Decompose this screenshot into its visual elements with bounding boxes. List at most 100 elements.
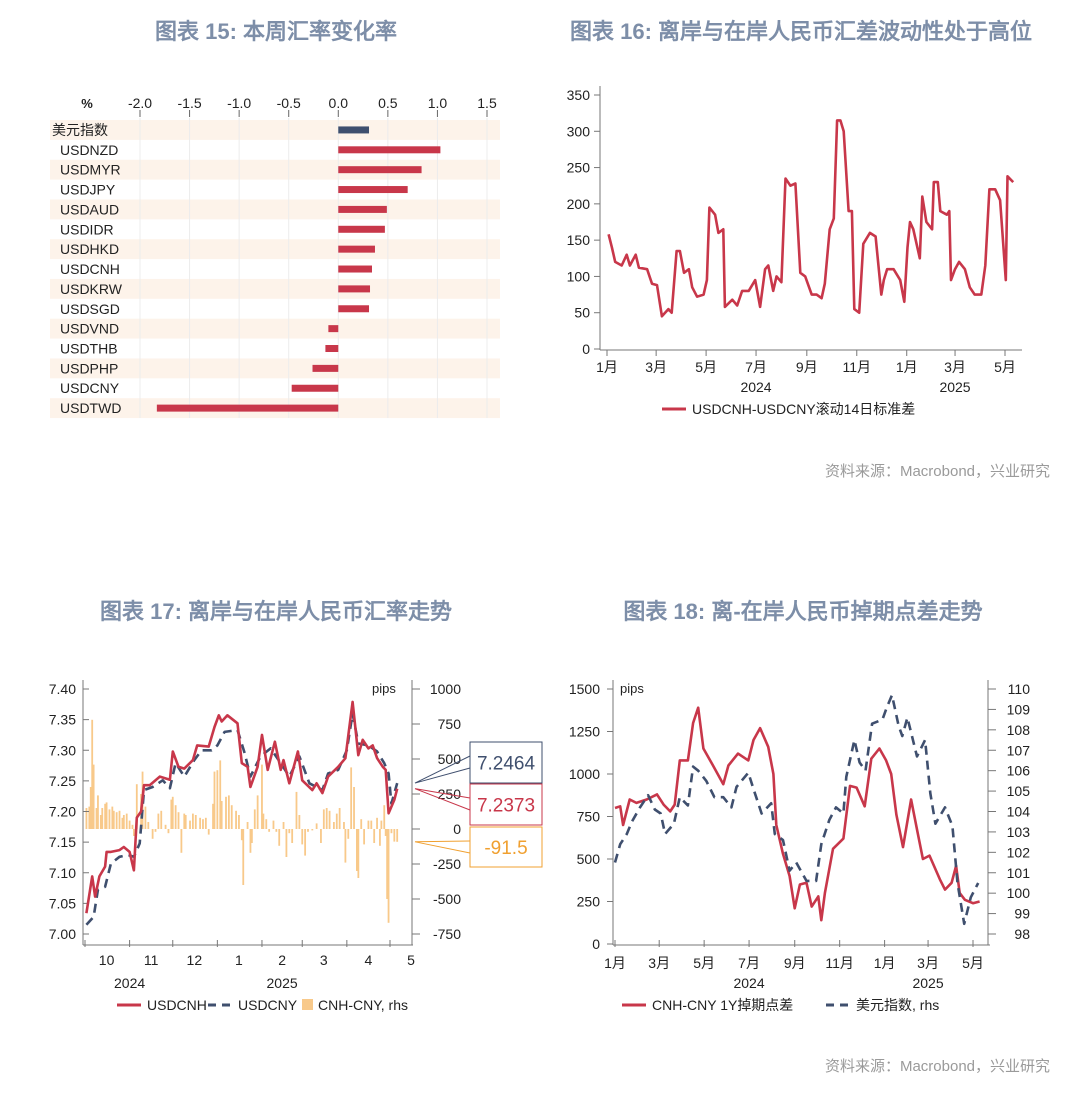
bar-cnh-cny xyxy=(128,820,131,829)
bar-cnh-cny xyxy=(357,829,360,878)
bar-cnh-cny xyxy=(118,810,121,829)
x-tick-label: 12 xyxy=(187,952,203,968)
bar-cnh-cny xyxy=(387,829,390,923)
bar-cnh-cny xyxy=(105,802,108,829)
category-label: USDTHB xyxy=(60,341,118,357)
category-label: 美元指数 xyxy=(52,122,108,138)
y-unit-label: pips xyxy=(620,681,644,696)
bar-cnh-cny xyxy=(275,829,278,832)
bar-cnh-cny xyxy=(212,803,214,829)
y-tick-label: 250 xyxy=(567,160,591,176)
year-label: 2025 xyxy=(912,975,943,991)
callout-box xyxy=(469,826,543,868)
y-tick-label: 7.15 xyxy=(49,834,76,850)
callout-value: -91.5 xyxy=(484,838,527,859)
bar-usdhkd xyxy=(338,245,375,253)
x-tick-label: 5月 xyxy=(693,955,715,971)
callout-value: 7.2464 xyxy=(477,754,536,775)
bar-cnh-cny xyxy=(347,829,350,839)
bar-cnh-cny xyxy=(151,829,154,839)
y-tick-label: 7.40 xyxy=(49,681,76,697)
bar-cnh-cny xyxy=(315,823,318,829)
bar-cnh-cny xyxy=(396,829,399,842)
bar-cnh-cny xyxy=(246,822,249,829)
y2-tick-label: 109 xyxy=(1007,701,1031,717)
bar-cnh-cny xyxy=(121,817,124,829)
bar-cnh-cny xyxy=(230,805,233,829)
callout-pointer xyxy=(414,840,471,854)
series-usdcnh-usdcny-std xyxy=(607,119,1015,318)
x-tick-label: 1月 xyxy=(874,955,896,971)
y-tick-label: 150 xyxy=(567,232,591,248)
x-tick-label: 4 xyxy=(365,952,373,968)
y-tick-label: 50 xyxy=(574,305,590,321)
bar-usdmyr xyxy=(338,166,422,174)
bar-cnh-cny xyxy=(227,795,230,829)
category-label: USDCNY xyxy=(60,380,120,396)
x-tick-label: 1 xyxy=(235,952,243,968)
bar-cnh-cny xyxy=(85,808,88,829)
x-tick-label: 10 xyxy=(99,952,115,968)
bar-cnh-cny xyxy=(278,829,281,846)
bar-cnh-cny xyxy=(213,771,216,829)
x-tick-label: 9月 xyxy=(784,955,806,971)
x-tick-label: -1.0 xyxy=(227,95,251,111)
legend-cnh-cny-swatch xyxy=(302,999,313,1010)
bar-cnh-cny xyxy=(367,820,370,829)
bar-cnh-cny xyxy=(328,810,331,829)
bar-cnh-cny xyxy=(335,813,338,829)
bar-cnh-cny xyxy=(238,815,240,829)
bar-cnh-cny xyxy=(272,820,275,829)
y-tick-label: 300 xyxy=(567,123,591,139)
bar-usdcny xyxy=(291,384,339,392)
bar-usdvnd xyxy=(328,325,339,333)
callout-box xyxy=(469,783,543,826)
callout-box xyxy=(469,741,543,784)
x-tick-label: -2.0 xyxy=(128,95,152,111)
chart16-title: 图表 16: 离岸与在岸人民币汇差波动性处于高位 xyxy=(569,19,1033,44)
bar-cnh-cny xyxy=(108,809,111,829)
y2-tick-label: 99 xyxy=(1014,906,1030,922)
y2-tick-label: 104 xyxy=(1007,804,1031,820)
y2-tick-label: 110 xyxy=(1008,681,1031,697)
bar-cnh-cny xyxy=(199,817,201,829)
row-band xyxy=(50,120,500,140)
bar-cnh-cny xyxy=(164,824,167,829)
bar-cnh-cny xyxy=(131,824,134,829)
bar-cnh-cny xyxy=(219,760,222,829)
y-tick-label: 1000 xyxy=(569,766,600,782)
series-cnh-cny-swap-points xyxy=(614,706,980,922)
bar-cnh-cny xyxy=(192,813,194,829)
legend-usdcnh-label: USDCNH xyxy=(147,997,207,1013)
x-tick-label: 0.0 xyxy=(329,95,349,111)
category-label: USDPHP xyxy=(60,360,118,376)
bar-cnh-cny xyxy=(171,796,174,829)
y-tick-label: 500 xyxy=(577,851,601,867)
category-label: USDSGD xyxy=(60,301,120,317)
bar-cnh-cny xyxy=(261,764,263,829)
y2-tick-label: -750 xyxy=(433,926,461,942)
bar-cnh-cny xyxy=(216,770,219,829)
bar-cnh-cny xyxy=(225,796,227,829)
bar-cnh-cny xyxy=(363,829,366,845)
x-tick-label: 9月 xyxy=(796,359,818,375)
chart17-line-bar-chart: 7.00 7.05 7.10 7.15 7.20 7.25 7.30 7.35 7.40 -750… xyxy=(49,680,543,1013)
bar-cnh-cny xyxy=(370,820,373,829)
bar-cnh-cny xyxy=(125,813,128,829)
y2-tick-label: 101 xyxy=(1007,865,1031,881)
y2-unit-label: pips xyxy=(372,681,396,696)
bar-cnh-cny xyxy=(304,829,307,856)
y-tick-label: 350 xyxy=(567,87,591,103)
bar-cnh-cny xyxy=(183,813,186,829)
bar-cnh-cny xyxy=(99,815,102,829)
legend-cnh-cny-label: CNH-CNY, rhs xyxy=(318,997,408,1013)
chart15-title: 图表 15: 本周汇率变化率 xyxy=(154,19,398,44)
bar-usdthb xyxy=(325,345,339,353)
bar-cnh-cny xyxy=(253,809,256,829)
bar-cnh-cny xyxy=(322,809,325,829)
bar-cnh-cny xyxy=(282,822,285,829)
y-tick-label: 1250 xyxy=(569,724,600,740)
bar-cnh-cny xyxy=(380,820,383,829)
y2-tick-label: 103 xyxy=(1007,824,1031,840)
